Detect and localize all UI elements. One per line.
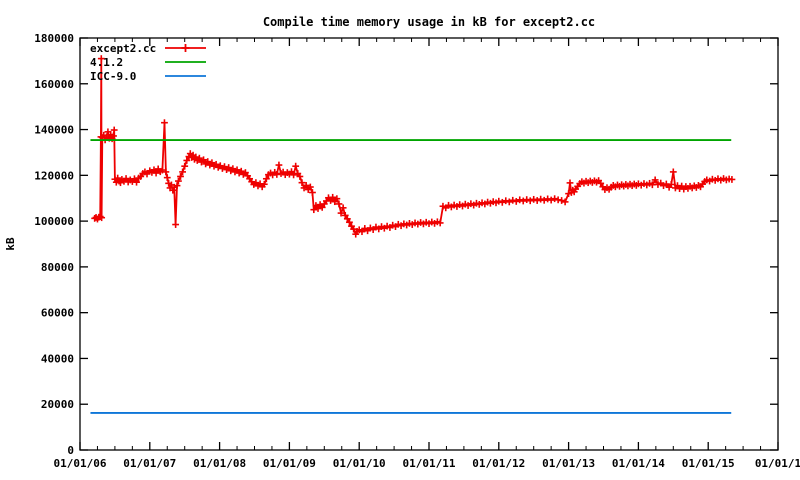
y-tick-label: 100000: [34, 215, 74, 228]
x-tick-label: 01/01/14: [612, 457, 665, 470]
y-tick-label: 80000: [41, 261, 74, 274]
x-tick-label: 01/01/15: [682, 457, 735, 470]
y-tick-label: 60000: [41, 307, 74, 320]
y-tick-label: 120000: [34, 169, 74, 182]
y-axis-label: kB: [4, 237, 17, 251]
y-tick-label: 40000: [41, 352, 74, 365]
axis-ticks: [79, 37, 779, 451]
x-tick-label: 01/01/13: [542, 457, 595, 470]
x-tick-label: 01/01/11: [403, 457, 456, 470]
legend: [165, 44, 206, 77]
y-tick-label: 160000: [34, 78, 74, 91]
x-tick-label: 01/01/12: [472, 457, 525, 470]
y-tick-label: 140000: [34, 124, 74, 137]
x-tick-label: 01/01/07: [123, 457, 176, 470]
legend-label: ICC-9.0: [90, 70, 136, 83]
legend-label: 4.1.2: [90, 56, 123, 69]
y-tick-label: 20000: [41, 398, 74, 411]
x-tick-label: 01/01/09: [263, 457, 316, 470]
y-tick-label: 0: [67, 444, 74, 457]
legend-sample: [165, 44, 206, 52]
x-tick-label: 01/01/06: [54, 457, 107, 470]
x-tick-label: 01/01/10: [333, 457, 386, 470]
chart-title: Compile time memory usage in kB for exce…: [263, 15, 595, 29]
x-tick-label: 01/01/08: [193, 457, 246, 470]
axis-minor-ticks: [96, 38, 762, 450]
plot-border: [79, 37, 779, 451]
y-tick-label: 180000: [34, 32, 74, 45]
legend-label: except2.cc: [90, 42, 156, 55]
series-except2cc: [91, 55, 736, 238]
series-polyline: [94, 58, 733, 237]
x-tick-label: 01/01/1: [755, 457, 800, 470]
